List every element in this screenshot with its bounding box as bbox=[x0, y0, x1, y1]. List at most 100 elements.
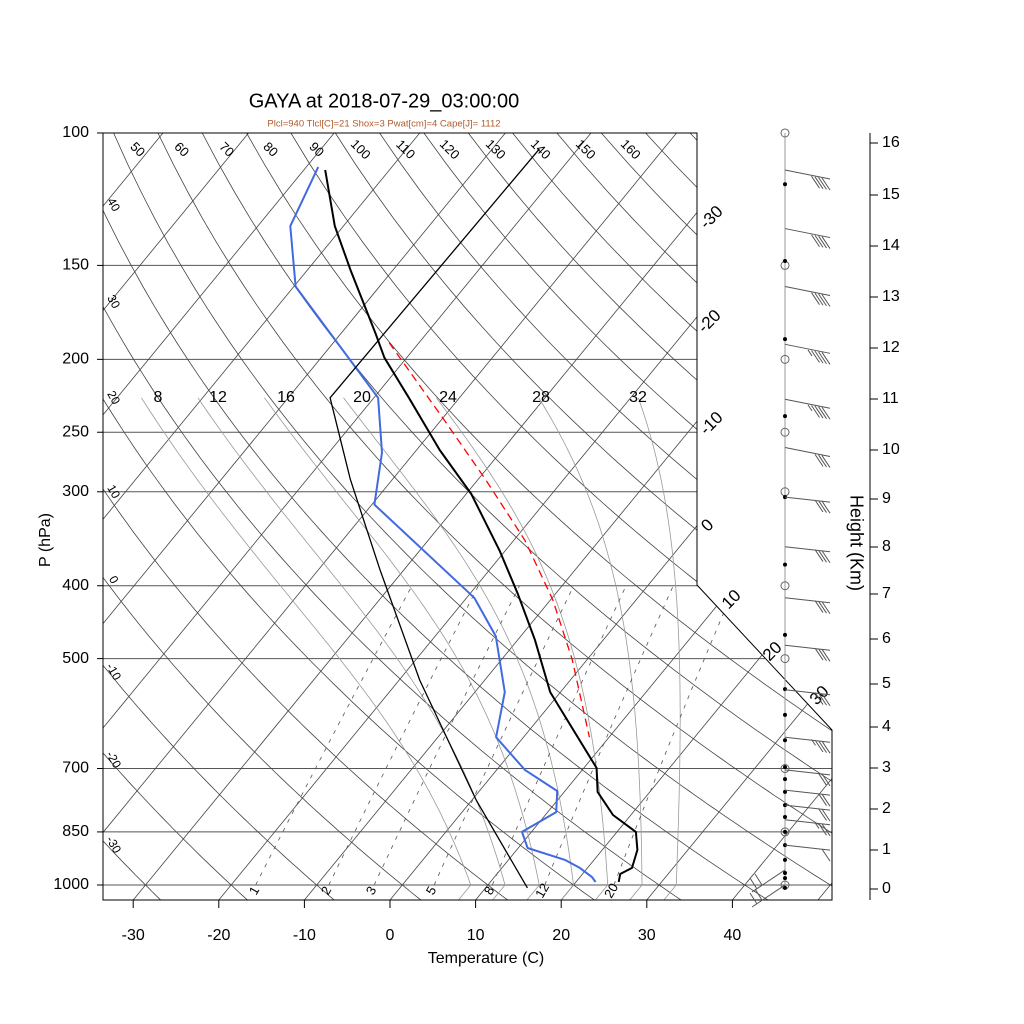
x-tick-label: 40 bbox=[724, 927, 742, 944]
wind-barb-shaft bbox=[784, 228, 831, 249]
x-axis-label: Temperature (C) bbox=[428, 950, 544, 967]
wind-barb-shaft bbox=[784, 644, 831, 662]
pressure-tick-label: 1000 bbox=[53, 876, 89, 893]
height-tick-label: 4 bbox=[882, 718, 891, 735]
data-level-marker bbox=[783, 814, 787, 819]
height-tick-label: 0 bbox=[882, 880, 891, 897]
isotherm--100 bbox=[103, 133, 164, 900]
mandatory-level-marker bbox=[780, 581, 790, 591]
pressure-tick-label: 200 bbox=[62, 351, 89, 368]
chart-title: GAYA at 2018-07-29_03:00:00 bbox=[249, 90, 520, 112]
wind-barb bbox=[784, 398, 831, 420]
isotherm-label: -10 bbox=[696, 408, 727, 439]
dry-adiabat-100 bbox=[334, 133, 832, 900]
pressure-tick-label: 150 bbox=[62, 257, 89, 274]
data-level-marker bbox=[783, 871, 787, 876]
wind-barb-shaft bbox=[784, 285, 831, 307]
isotherm-label: -30 bbox=[696, 202, 727, 233]
dry-adiabat-40 bbox=[103, 133, 770, 900]
pressure-tick-label: 500 bbox=[62, 650, 89, 667]
height-tick-label: 6 bbox=[882, 630, 891, 647]
plot-area bbox=[103, 133, 832, 900]
height-tick-label: 1 bbox=[882, 841, 891, 858]
dry-adiabat-label: -30 bbox=[103, 834, 124, 856]
mandatory-level-marker bbox=[780, 354, 790, 364]
mixing-ratio-label: 1 bbox=[246, 884, 263, 898]
wind-barb bbox=[784, 343, 831, 365]
height-tick-label: 10 bbox=[882, 441, 900, 458]
height-tick-label: 11 bbox=[882, 390, 899, 407]
data-level-marker bbox=[783, 414, 787, 419]
mixing-ratio-line-2 bbox=[328, 585, 479, 886]
isotherm-30 bbox=[646, 133, 832, 900]
mandatory-level-marker bbox=[780, 764, 790, 774]
dry-adiabat-50 bbox=[113, 133, 832, 900]
data-level-marker bbox=[783, 765, 787, 770]
plot-frame bbox=[102, 132, 833, 901]
data-level-marker bbox=[783, 857, 787, 862]
wind-barb bbox=[784, 447, 831, 468]
isotherm-10 bbox=[475, 133, 832, 900]
y-axis-label: P (hPa) bbox=[37, 513, 54, 567]
dry-adiabat-label: 80 bbox=[260, 139, 281, 160]
isotherm-label: 30 bbox=[806, 682, 833, 709]
dry-adiabat-label: -10 bbox=[103, 661, 124, 683]
isotherm--60 bbox=[103, 133, 506, 900]
height-tick-label: 14 bbox=[882, 237, 900, 254]
dry-adiabat-10 bbox=[103, 133, 510, 900]
pressure-tick-label: 100 bbox=[62, 124, 89, 141]
wind-barb bbox=[784, 496, 831, 514]
dry-adiabat-90 bbox=[290, 133, 832, 900]
wind-barb bbox=[784, 689, 831, 707]
x-tick-label: 10 bbox=[467, 927, 485, 944]
mixing-ratio-line-12 bbox=[544, 585, 674, 886]
data-level-marker bbox=[783, 182, 787, 187]
pressure-tick-label: 400 bbox=[62, 577, 89, 594]
data-level-marker bbox=[783, 562, 787, 567]
wind-barb bbox=[784, 769, 831, 787]
wind-barb bbox=[784, 546, 831, 564]
wind-barb bbox=[784, 844, 831, 862]
wind-barb bbox=[784, 736, 831, 754]
x-tick-label: -20 bbox=[207, 927, 230, 944]
temperature-line bbox=[324, 169, 639, 883]
moist-adiabat-12 bbox=[197, 397, 506, 900]
dry-adiabat-label: 10 bbox=[104, 482, 123, 501]
dry-adiabat-200 bbox=[778, 133, 832, 900]
dry-adiabat-label: 50 bbox=[127, 139, 148, 160]
dry-adiabat-30 bbox=[103, 133, 683, 900]
wind-barb-shaft bbox=[784, 789, 831, 807]
dry-adiabat-80 bbox=[246, 133, 832, 900]
height-tick-label: 7 bbox=[882, 585, 891, 602]
isotherm-label: 10 bbox=[718, 586, 745, 613]
dry-adiabat--30 bbox=[103, 133, 162, 900]
data-level-marker bbox=[783, 738, 787, 743]
isotherm-label: 0 bbox=[697, 515, 717, 535]
wind-barb bbox=[784, 789, 831, 807]
wind-barb bbox=[784, 644, 831, 662]
dry-adiabat-label: 150 bbox=[573, 136, 599, 162]
wind-barb-shaft bbox=[784, 496, 831, 514]
x-tick-label: 20 bbox=[552, 927, 570, 944]
mixing-ratio-line-1 bbox=[255, 585, 413, 886]
wind-barb-shaft bbox=[784, 769, 831, 787]
moist-adiabat-20 bbox=[343, 397, 574, 900]
wind-barb bbox=[784, 228, 831, 249]
wind-barb bbox=[749, 884, 786, 908]
moist-adiabat-16 bbox=[264, 397, 540, 900]
isotherm--30 bbox=[132, 133, 763, 900]
dry-adiabat-110 bbox=[379, 133, 832, 900]
wind-barb-shaft bbox=[784, 546, 831, 564]
mixing-ratio-label: 5 bbox=[423, 884, 440, 898]
pressure-tick-label: 300 bbox=[62, 483, 89, 500]
isotherm-20 bbox=[560, 133, 832, 900]
moist-adiabat-28 bbox=[538, 397, 643, 900]
wind-barb-shaft bbox=[749, 884, 786, 908]
x-tick-label: 0 bbox=[386, 927, 395, 944]
height-tick-label: 13 bbox=[882, 288, 900, 305]
height-tick-label: 9 bbox=[882, 490, 891, 507]
dry-adiabat-label: 120 bbox=[437, 136, 463, 162]
dry-adiabat-150 bbox=[556, 133, 832, 900]
wind-barb bbox=[784, 285, 831, 307]
